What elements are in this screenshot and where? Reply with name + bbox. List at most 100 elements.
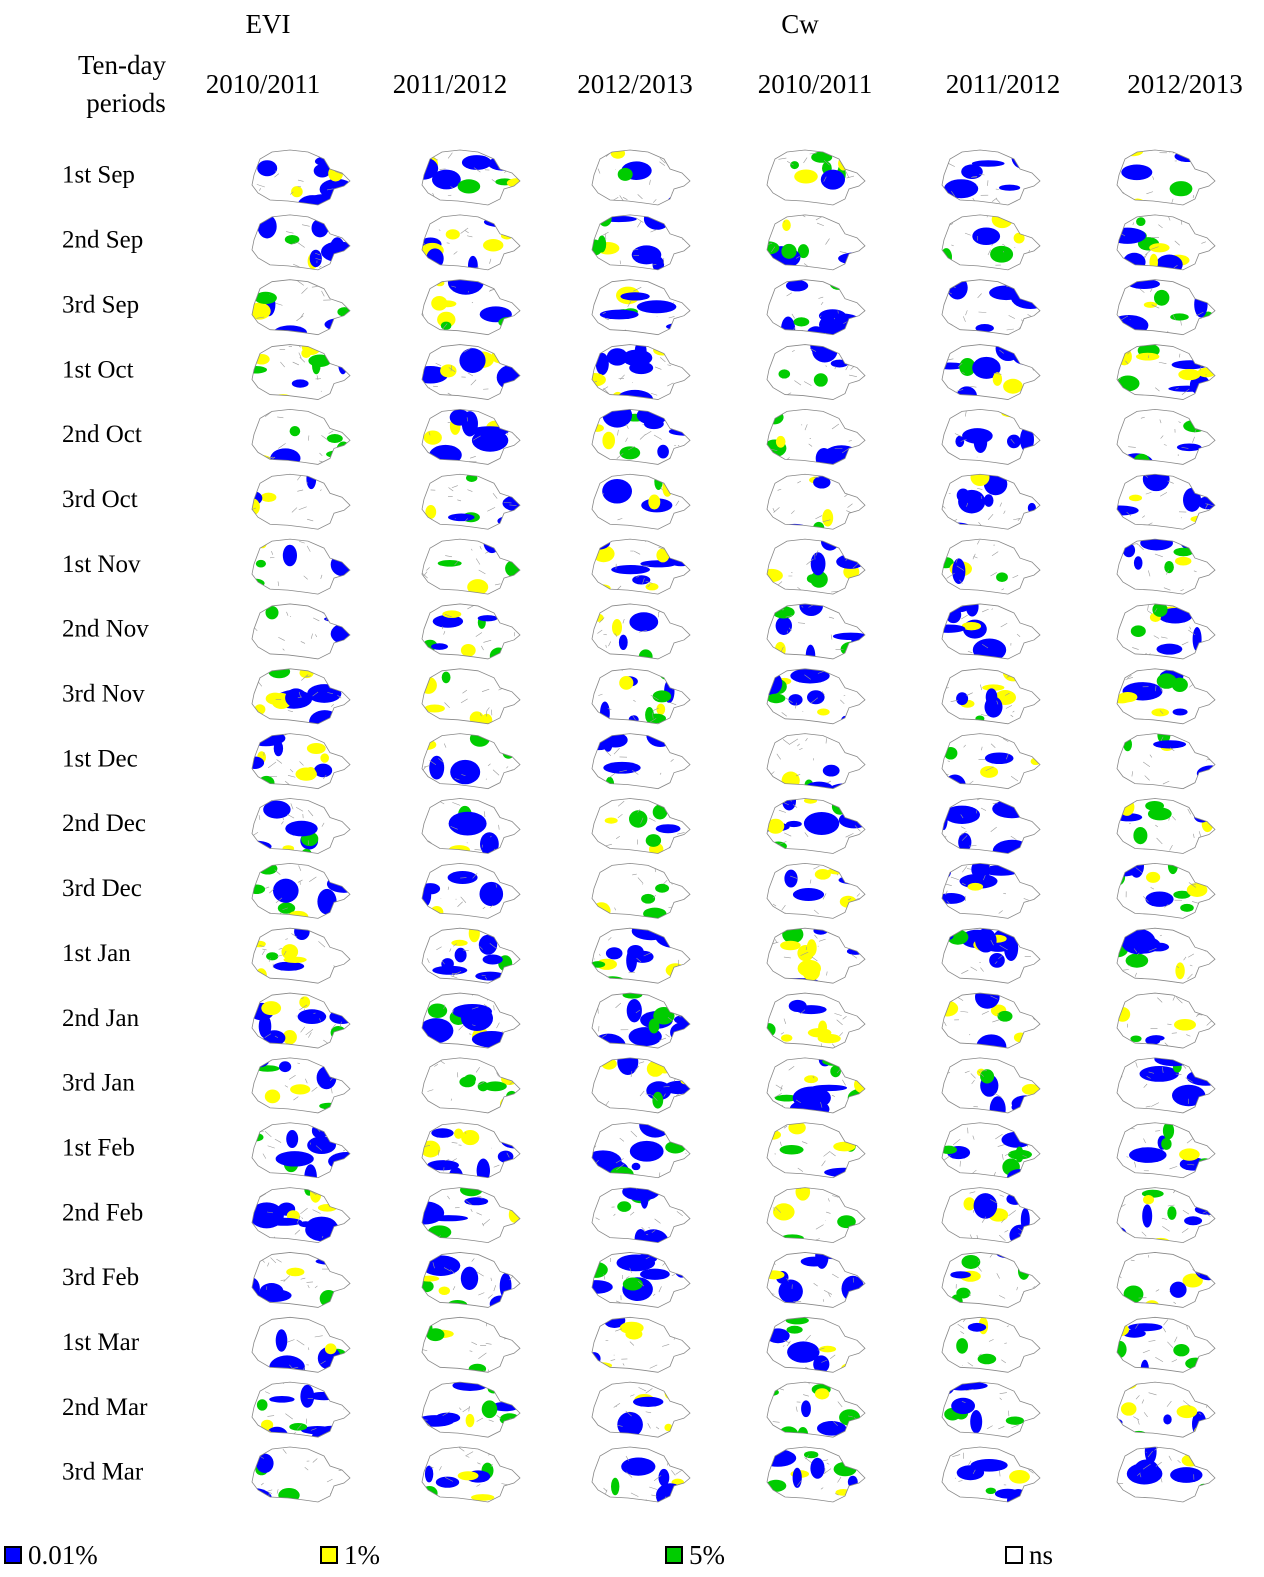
map-region	[776, 436, 786, 448]
map-border	[424, 717, 431, 719]
map	[760, 532, 865, 594]
map-region	[258, 214, 277, 238]
map-border	[443, 594, 449, 597]
map-region	[583, 373, 606, 387]
map-region	[1001, 409, 1020, 417]
map-border	[1019, 940, 1023, 942]
map-region	[668, 194, 696, 208]
map	[942, 468, 1040, 530]
map-border	[1037, 350, 1040, 351]
map-border	[947, 262, 949, 266]
map-region	[780, 1145, 804, 1154]
map-region	[944, 587, 957, 597]
map-region	[652, 1092, 663, 1109]
map-region	[309, 710, 340, 734]
map-region	[970, 1410, 982, 1433]
map-region	[978, 1354, 997, 1365]
map-border	[655, 602, 660, 605]
map-region	[665, 1388, 681, 1400]
map-border	[946, 1060, 952, 1062]
map	[1113, 344, 1216, 400]
map-border	[513, 1363, 521, 1365]
map-border	[687, 1261, 690, 1264]
map-border	[346, 1142, 347, 1144]
map-border	[842, 1384, 843, 1388]
map-region	[671, 322, 686, 330]
map-border	[320, 219, 324, 220]
map-border	[341, 737, 345, 743]
map-region	[1163, 1414, 1171, 1424]
row-label: 3rd Jan	[62, 1070, 135, 1097]
map-border	[767, 1109, 771, 1111]
map-region	[779, 369, 791, 378]
map-border	[1122, 591, 1128, 592]
map-border	[343, 1095, 351, 1099]
map-region	[971, 468, 990, 486]
row-label: 2nd Oct	[62, 421, 142, 448]
map-region	[1006, 1416, 1024, 1424]
map-border	[676, 1361, 679, 1365]
map	[1116, 146, 1215, 208]
legend-label: 5%	[689, 1540, 725, 1570]
map-region	[458, 179, 481, 193]
map-region	[591, 1034, 626, 1060]
map-region	[469, 924, 480, 942]
map-border	[668, 1122, 670, 1125]
map-region	[1170, 1282, 1187, 1298]
map	[942, 1247, 1041, 1310]
map-region	[990, 246, 1013, 263]
map-border	[1125, 1251, 1132, 1256]
map-border	[415, 1421, 423, 1426]
map-region	[818, 1021, 827, 1034]
row-label: 1st Nov	[62, 551, 141, 578]
map-region	[1012, 344, 1038, 365]
map	[940, 797, 1041, 861]
map-region	[472, 429, 508, 451]
map-region	[1164, 561, 1174, 573]
map-region	[620, 446, 641, 459]
map-region	[781, 317, 795, 343]
map-border	[346, 1069, 347, 1075]
map-region	[452, 1004, 492, 1019]
map-region	[629, 612, 658, 631]
map	[941, 664, 1040, 724]
map-region	[601, 976, 624, 985]
map-region	[790, 161, 799, 169]
map-region	[509, 1267, 526, 1274]
map	[1115, 795, 1215, 856]
map-border	[940, 972, 947, 973]
map-border	[337, 735, 344, 736]
map-region	[1009, 1470, 1030, 1484]
map	[585, 536, 696, 597]
map-region	[1154, 1052, 1193, 1066]
map-border	[511, 744, 518, 745]
map-border	[344, 480, 346, 485]
map-border	[585, 511, 593, 515]
map-region	[1112, 1260, 1121, 1270]
map-border	[854, 256, 859, 259]
map-border	[1115, 870, 1118, 871]
map-region	[286, 1268, 304, 1277]
map	[583, 723, 694, 791]
map-region	[285, 821, 317, 837]
map-region	[1107, 1323, 1129, 1337]
map	[252, 150, 354, 215]
map-region	[990, 1096, 1006, 1122]
season-label: 2010/2011	[758, 69, 873, 99]
map-region	[294, 923, 310, 940]
map-border	[955, 1478, 956, 1479]
map-border	[1133, 852, 1138, 856]
map-border	[422, 617, 425, 621]
map-border	[259, 738, 261, 741]
map-border	[518, 429, 523, 433]
map	[248, 1182, 350, 1243]
map-region	[307, 743, 326, 754]
map-region	[317, 889, 336, 915]
map-region	[796, 1005, 827, 1014]
map-region	[966, 596, 979, 616]
map-border	[595, 1060, 598, 1064]
map-region	[497, 365, 528, 391]
map-region	[330, 470, 352, 481]
map-region	[996, 572, 1008, 582]
map	[938, 539, 1040, 598]
